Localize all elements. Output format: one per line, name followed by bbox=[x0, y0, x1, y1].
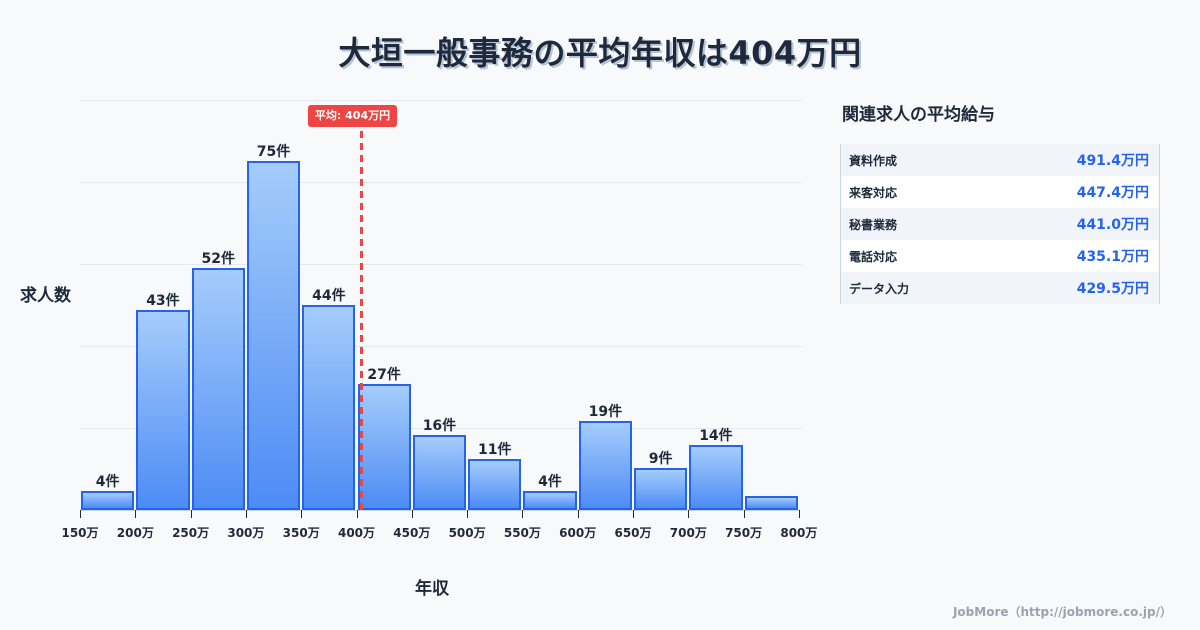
footer-credit: JobMore（http://jobmore.co.jp/） bbox=[952, 605, 1172, 619]
table-row: 来客対応 447.4万円 bbox=[841, 176, 1159, 208]
x-tick bbox=[467, 510, 469, 518]
y-axis-label: 求人数 bbox=[20, 286, 71, 306]
x-tick-label: 250万 bbox=[172, 526, 210, 540]
job-salary: 441.0万円 bbox=[1076, 217, 1149, 233]
x-axis-line bbox=[80, 510, 800, 511]
x-tick-label: 450万 bbox=[393, 526, 431, 540]
x-tick bbox=[411, 510, 413, 518]
bar-value-label: 11件 bbox=[478, 441, 512, 458]
salary-table: 資料作成 491.4万円 来客対応 447.4万円 秘書業務 441.0万円 電… bbox=[840, 144, 1160, 304]
bar-value-label: 16件 bbox=[422, 418, 457, 435]
x-tick bbox=[80, 510, 81, 518]
job-salary: 447.4万円 bbox=[1076, 185, 1149, 201]
panel-title: 関連求人の平均給与 bbox=[842, 105, 995, 125]
job-salary: 429.5万円 bbox=[1076, 281, 1149, 297]
job-salary: 491.4万円 bbox=[1076, 153, 1149, 169]
histogram-bar bbox=[81, 491, 135, 510]
histogram-bar bbox=[136, 309, 190, 510]
x-tick-label: 350万 bbox=[282, 526, 320, 540]
x-tick bbox=[356, 510, 358, 518]
bar-value-label: 27件 bbox=[367, 367, 401, 384]
x-tick bbox=[190, 510, 192, 518]
mean-line bbox=[359, 131, 363, 510]
x-tick bbox=[688, 510, 690, 518]
table-row: 電話対応 435.1万円 bbox=[841, 240, 1159, 272]
x-axis-label: 年収 bbox=[415, 579, 449, 599]
x-tick bbox=[522, 510, 524, 518]
bar-value-label: 44件 bbox=[312, 288, 346, 304]
histogram-bar bbox=[191, 267, 245, 510]
histogram-chart: 4件 43件 52件 75件 44件 27件 16件 11件 4件 19件 9件 14件 150万 20… bbox=[20, 100, 818, 599]
table-row: 秘書業務 441.0万円 bbox=[841, 208, 1159, 240]
job-salary: 435.1万円 bbox=[1076, 249, 1149, 265]
x-tick-label: 400万 bbox=[337, 526, 376, 540]
x-tick bbox=[577, 510, 579, 518]
histogram-bar bbox=[689, 444, 743, 510]
bar-value-label: 19件 bbox=[588, 404, 623, 421]
histogram-bar bbox=[523, 491, 577, 510]
x-tick-label: 600万 bbox=[559, 526, 597, 540]
job-name: 電話対応 bbox=[849, 249, 898, 264]
histogram-bar bbox=[744, 496, 798, 510]
histogram-bar bbox=[578, 421, 632, 510]
gridline bbox=[80, 264, 802, 265]
x-tick-label: 150万 bbox=[61, 526, 99, 540]
x-tick bbox=[743, 510, 745, 518]
histogram-bar bbox=[634, 468, 688, 510]
related-salary-panel: 関連求人の平均給与 資料作成 491.4万円 来客対応 447.4万円 秘書業務… bbox=[840, 100, 1162, 304]
job-name: データ入力 bbox=[849, 281, 910, 296]
bar-value-label: 9件 bbox=[648, 451, 673, 468]
job-name: 資料作成 bbox=[849, 153, 898, 168]
x-tick-label: 550万 bbox=[503, 526, 541, 540]
x-tick bbox=[245, 510, 247, 518]
histogram-bar bbox=[302, 305, 356, 510]
histogram-bar bbox=[246, 160, 301, 510]
x-tick bbox=[798, 510, 800, 518]
job-name: 秘書業務 bbox=[849, 217, 898, 232]
bar-value-label: 52件 bbox=[201, 250, 235, 267]
gridline bbox=[80, 182, 802, 183]
mean-badge: 平均: 404万円 bbox=[307, 105, 398, 127]
histogram-bar bbox=[468, 458, 522, 510]
x-tick-label: 200万 bbox=[116, 526, 154, 540]
table-row: 資料作成 491.4万円 bbox=[841, 144, 1159, 176]
gridline bbox=[80, 346, 802, 347]
histogram-bar bbox=[412, 435, 467, 510]
job-name: 来客対応 bbox=[849, 185, 898, 200]
x-tick bbox=[301, 510, 303, 518]
x-tick-label: 500万 bbox=[448, 526, 486, 540]
x-tick-label: 800万 bbox=[780, 526, 818, 540]
gridline bbox=[80, 428, 802, 429]
gridline bbox=[80, 100, 802, 101]
page-title: 大垣一般事務の平均年収は404万円 bbox=[338, 34, 862, 72]
bar-value-label: 43件 bbox=[146, 292, 180, 309]
table-row: データ入力 429.5万円 bbox=[841, 272, 1159, 304]
x-tick-label: 750万 bbox=[725, 526, 763, 540]
histogram-bar bbox=[357, 384, 411, 510]
x-tick-label: 300万 bbox=[227, 526, 265, 540]
bar-value-label: 14件 bbox=[699, 427, 733, 444]
x-tick bbox=[135, 510, 137, 518]
x-tick bbox=[633, 510, 634, 518]
bar-value-label: 4件 bbox=[95, 474, 120, 491]
x-tick-label: 650万 bbox=[614, 526, 652, 540]
bar-value-label: 75件 bbox=[256, 143, 291, 160]
bar-value-label: 4件 bbox=[538, 474, 562, 491]
x-tick-label: 700万 bbox=[669, 526, 707, 540]
